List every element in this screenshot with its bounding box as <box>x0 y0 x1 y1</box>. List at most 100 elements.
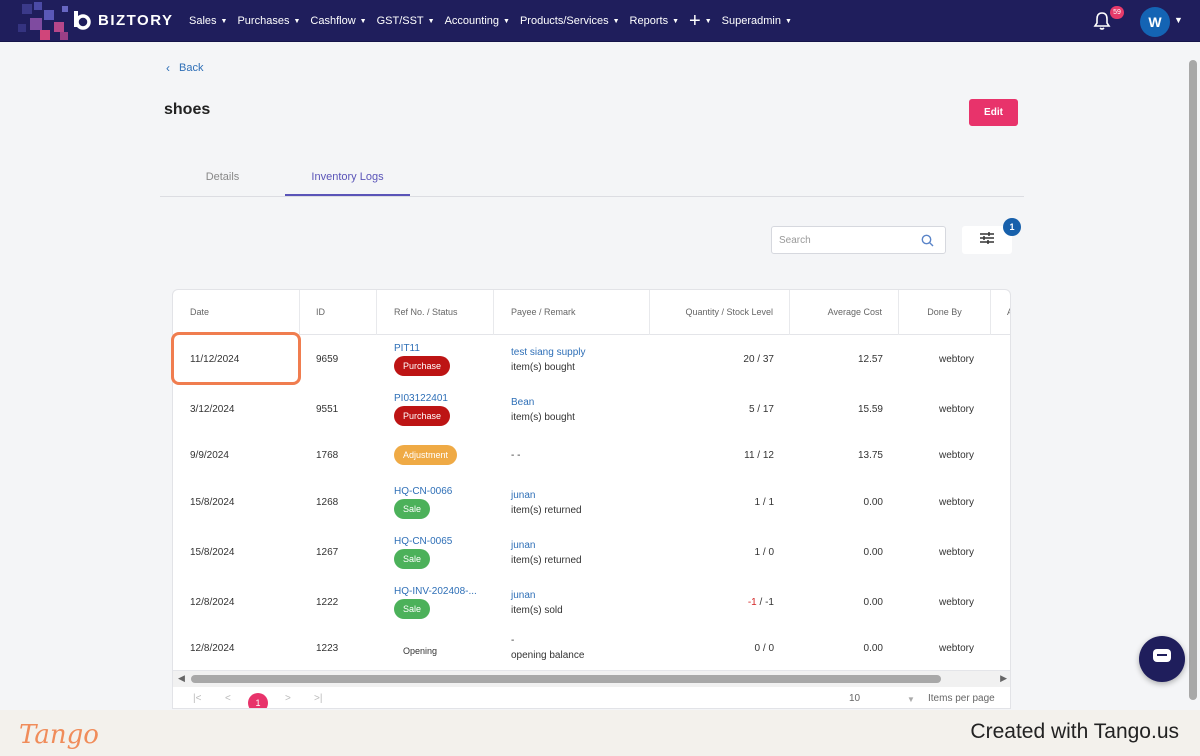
cell-quantity-stock: 1 / 1 <box>754 497 774 508</box>
nav-cashflow[interactable]: Cashflow ▼ <box>310 15 366 27</box>
nav-products-services[interactable]: Products/Services ▼ <box>520 15 620 27</box>
cell-done-by: webtory <box>939 597 975 608</box>
col-date[interactable]: Date <box>173 290 300 335</box>
tab-details[interactable]: Details <box>205 171 240 183</box>
top-navbar: BIZTORY Sales ▼ Purchases ▼ Cashflow ▼ GST/… <box>0 0 1200 42</box>
tab-inventory-logs[interactable]: Inventory Logs <box>311 171 384 183</box>
col-ref-status[interactable]: Ref No. / Status <box>377 290 494 335</box>
table-row[interactable]: 9/9/2024 1768 Adjustment - - 11 / 12 13.… <box>173 435 1010 479</box>
cell-average-cost: 0.00 <box>863 547 883 558</box>
nav-quick-add[interactable]: + ▼ <box>689 11 712 31</box>
cell-average-cost: 0.00 <box>863 497 883 508</box>
nav-reports[interactable]: Reports ▼ <box>630 15 679 27</box>
cell-done-by: webtory <box>939 643 975 654</box>
per-page-select[interactable]: 10 <box>849 693 861 704</box>
status-badge: Adjustment <box>394 445 458 465</box>
horizontal-scrollbar[interactable]: ◀ ▶ <box>173 670 1010 687</box>
ref-link[interactable]: PIT11 <box>394 343 420 354</box>
nav-superadmin[interactable]: Superadmin ▼ <box>722 15 792 27</box>
table-row[interactable]: 15/8/2024 1268 HQ-CN-0066 Sale junan ite… <box>173 479 1010 529</box>
table-row[interactable]: 12/8/2024 1223 Opening - opening balance… <box>173 629 1010 669</box>
payee-link[interactable]: Bean <box>511 397 535 408</box>
nav-label: Products/Services <box>519 15 609 27</box>
plus-icon: + <box>689 10 701 32</box>
next-page-icon[interactable]: > <box>285 693 291 704</box>
cell-quantity-stock: 20 / 37 <box>743 354 774 365</box>
page-scrollbar[interactable] <box>1186 42 1200 710</box>
table-header: Date ID Ref No. / Status Payee / Remark … <box>173 290 1010 335</box>
col-average-cost[interactable]: Average Cost <box>790 290 899 335</box>
search-input[interactable] <box>772 227 912 253</box>
cell-date: 3/12/2024 <box>190 404 235 415</box>
ref-link[interactable]: HQ-INV-202408-... <box>394 586 477 597</box>
chevron-down-icon: ▼ <box>503 17 510 25</box>
chevron-down-icon[interactable]: ▼ <box>907 695 915 704</box>
col-id[interactable]: ID <box>300 290 377 335</box>
status-badge: Opening <box>403 646 438 656</box>
chat-icon <box>1152 648 1172 671</box>
cell-average-cost: 0.00 <box>863 643 883 654</box>
nav-gst-sst[interactable]: GST/SST ▼ <box>377 15 435 27</box>
payee-link[interactable]: junan <box>511 490 536 501</box>
search-icon[interactable] <box>921 234 934 252</box>
tango-footer: Tango Created with Tango.us <box>0 710 1200 756</box>
payee-link[interactable]: test siang supply <box>511 347 586 358</box>
bell-icon[interactable] <box>1093 11 1111 31</box>
nav-sales[interactable]: Sales ▼ <box>189 15 227 27</box>
inventory-logs-table: Date ID Ref No. / Status Payee / Remark … <box>172 289 1011 709</box>
chevron-left-icon: ‹ <box>166 61 170 75</box>
chevron-down-icon[interactable]: ▼ <box>1174 15 1183 25</box>
back-link[interactable]: ‹ Back <box>166 61 203 75</box>
biztory-logo-icon <box>72 9 94 31</box>
payee-link[interactable]: junan <box>511 540 536 551</box>
nav-accounting[interactable]: Accounting ▼ <box>445 15 510 27</box>
active-tab-indicator <box>285 194 410 196</box>
nav-label: Cashflow <box>310 15 356 27</box>
per-page-label: Items per page <box>928 693 995 704</box>
step-highlight <box>171 332 301 385</box>
cell-date: 9/9/2024 <box>190 450 229 461</box>
cell-id: 1223 <box>316 643 339 654</box>
ref-link[interactable]: HQ-CN-0066 <box>394 486 453 497</box>
table-row[interactable]: 11/12/2024 9659 PIT11 Purchase test sian… <box>173 335 1010 385</box>
brand-logo[interactable]: BIZTORY <box>72 9 174 31</box>
table-row[interactable]: 15/8/2024 1267 HQ-CN-0065 Sale junan ite… <box>173 529 1010 579</box>
ref-link[interactable]: HQ-CN-0065 <box>394 536 453 547</box>
cell-quantity-stock: 5 / 17 <box>748 404 774 415</box>
scroll-right-icon[interactable]: ▶ <box>1000 673 1007 683</box>
col-quantity-stock[interactable]: Quantity / Stock Level <box>650 290 790 335</box>
back-label: Back <box>179 62 204 74</box>
cell-date: 15/8/2024 <box>190 547 235 558</box>
chat-button[interactable] <box>1139 636 1185 682</box>
filter-button[interactable] <box>962 226 1012 254</box>
first-page-icon[interactable]: |< <box>193 693 202 704</box>
payee-link[interactable]: junan <box>511 590 536 601</box>
status-badge: Purchase <box>394 406 451 426</box>
table-row[interactable]: 12/8/2024 1222 HQ-INV-202408-... Sale ju… <box>173 579 1010 629</box>
ref-link[interactable]: PI03122401 <box>394 393 448 404</box>
stock-level: -1 <box>765 597 774 608</box>
scroll-left-icon[interactable]: ◀ <box>178 673 185 683</box>
stock-level: 0 <box>768 547 774 558</box>
cell-date: 11/12/2024 <box>190 354 240 365</box>
edit-button[interactable]: Edit <box>969 99 1018 126</box>
scrollbar-thumb[interactable] <box>1189 60 1197 700</box>
last-page-icon[interactable]: >| <box>314 693 323 704</box>
nav-label: Sales <box>189 15 217 27</box>
table-row[interactable]: 3/12/2024 9551 PI03122401 Purchase Bean … <box>173 385 1010 435</box>
col-payee-remark[interactable]: Payee / Remark <box>494 290 650 335</box>
cell-date: 15/8/2024 <box>190 497 235 508</box>
scrollbar-thumb[interactable] <box>191 675 941 683</box>
col-done-by[interactable]: Done By <box>899 290 991 335</box>
current-page[interactable]: 1 <box>248 693 268 708</box>
chevron-down-icon: ▼ <box>612 17 620 25</box>
nav-purchases[interactable]: Purchases ▼ <box>237 15 300 27</box>
nav-label: Superadmin <box>721 15 781 27</box>
cell-average-cost: 12.57 <box>857 354 883 365</box>
user-avatar[interactable]: W <box>1140 7 1170 37</box>
sliders-icon <box>979 231 995 250</box>
tango-credit: Created with Tango.us <box>970 720 1179 743</box>
prev-page-icon[interactable]: < <box>225 693 231 704</box>
col-truncated[interactable]: A <box>991 290 1010 335</box>
remark: item(s) returned <box>511 505 582 516</box>
